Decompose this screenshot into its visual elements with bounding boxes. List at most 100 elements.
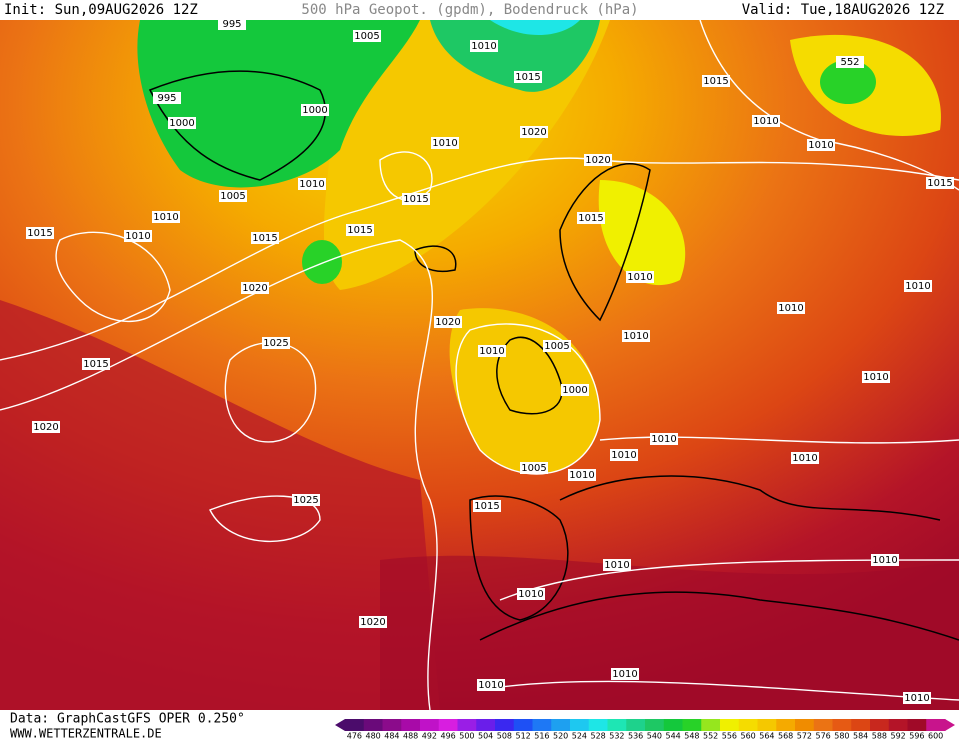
isobar-label: 1010 <box>612 669 637 680</box>
trough <box>430 20 600 92</box>
colorbar-swatch <box>720 719 740 731</box>
isobar-label: 1020 <box>521 127 546 138</box>
label-box <box>153 92 181 104</box>
label-box <box>650 433 678 445</box>
colorbar-swatch <box>776 719 796 731</box>
colorbar-tick-label: 476 <box>347 732 362 741</box>
isobar-label: 1010 <box>125 231 150 242</box>
isobar-label: 1005 <box>220 191 245 202</box>
colorbar-tick-label: 552 <box>703 732 718 741</box>
map-title: 500 hPa Geopot. (gpdm), Bodendruck (hPa) <box>301 2 638 18</box>
coastline <box>414 245 457 272</box>
colorbar-swatch <box>495 719 515 731</box>
isobar-label: 1005 <box>354 31 379 42</box>
isobar-label: 1015 <box>403 194 428 205</box>
label-box <box>777 302 805 314</box>
label-box <box>292 494 320 506</box>
colorbar-swatch <box>457 719 477 731</box>
isobar-label: 1015 <box>927 178 952 189</box>
colorbar-tick-label: 488 <box>403 732 418 741</box>
colorbar-swatch <box>701 719 721 731</box>
isobar-label: 1015 <box>252 233 277 244</box>
colorbar-tick-label: 508 <box>497 732 512 741</box>
label-box <box>903 692 931 704</box>
isobar-label: 995 <box>157 93 176 104</box>
colorbar-tick-label: 528 <box>590 732 605 741</box>
coastline <box>148 70 327 181</box>
data-source: Data: GraphCastGFS OPER 0.250° <box>10 712 245 727</box>
isobar-label: 1010 <box>518 589 543 600</box>
label-box <box>520 462 548 474</box>
isobar-label: 1010 <box>604 560 629 571</box>
colorbar-swatch <box>570 719 590 731</box>
colorbar-tick-label: 512 <box>515 732 530 741</box>
label-box <box>926 177 954 189</box>
isobar-label: 1025 <box>263 338 288 349</box>
label-box <box>152 211 180 223</box>
yellow-area <box>598 180 686 286</box>
label-box <box>561 384 589 396</box>
isobar-label: 1015 <box>474 501 499 512</box>
colorbar-tick-label: 520 <box>553 732 568 741</box>
colorbar-swatch <box>832 719 852 731</box>
colorbar-tick-label: 596 <box>909 732 924 741</box>
colorbar-tick-label: 568 <box>778 732 793 741</box>
colorbar-swatch <box>363 719 383 731</box>
colorbar-tick-label: 544 <box>665 732 680 741</box>
colorbar: 476 480 484 488 492 496 500 504 508 512 516 520 524 5… <box>335 719 955 741</box>
colorbar-tick-label: 556 <box>722 732 737 741</box>
label-box <box>622 330 650 342</box>
label-box <box>603 559 631 571</box>
label-box <box>32 421 60 433</box>
isobar-label: 1000 <box>562 385 587 396</box>
label-box <box>124 230 152 242</box>
label-box <box>611 668 639 680</box>
colorbar-swatch <box>438 719 458 731</box>
isobar-label: 1010 <box>611 450 636 461</box>
isobar-label: 1010 <box>479 346 504 357</box>
isobar-label: 1015 <box>347 225 372 236</box>
website: WWW.WETTERZENTRALE.DE <box>10 727 162 741</box>
isobar-label: 1020 <box>435 317 460 328</box>
colorbar-swatch <box>663 719 683 731</box>
colorbar-swatch <box>795 719 815 731</box>
label-box <box>577 212 605 224</box>
coastline <box>496 336 563 415</box>
colorbar-swatch <box>851 719 871 731</box>
label-box <box>26 227 54 239</box>
label-box <box>478 345 506 357</box>
isobar-labels: 995 1005 1010 995 1000 1000 1015 1015 552 1010 102… <box>26 18 954 704</box>
colorbar-tick-label: 580 <box>834 732 849 741</box>
isobar-label: 1010 <box>569 470 594 481</box>
label-box <box>168 117 196 129</box>
label-box <box>402 193 430 205</box>
colorbar-tick-label: 572 <box>797 732 812 741</box>
label-box <box>626 271 654 283</box>
label-box <box>218 18 246 30</box>
colorbar-tick-label: 592 <box>890 732 905 741</box>
colorbar-swatch <box>813 719 833 731</box>
label-box <box>434 316 462 328</box>
isobar-label: 1010 <box>904 693 929 704</box>
header-bar <box>0 0 959 20</box>
trough <box>137 20 421 188</box>
label-box <box>359 616 387 628</box>
isobar <box>55 231 171 322</box>
isobar <box>479 680 959 701</box>
colorbar-swatch <box>682 719 702 731</box>
isobar <box>599 436 959 444</box>
isobar-label: 995 <box>222 19 241 30</box>
label-box <box>241 282 269 294</box>
label-box <box>807 139 835 151</box>
colorbar-tick-label: 588 <box>872 732 887 741</box>
label-box <box>568 469 596 481</box>
label-box <box>514 71 542 83</box>
isobar <box>379 151 433 201</box>
isobar-label: 1010 <box>905 281 930 292</box>
isobar-label: 1010 <box>623 331 648 342</box>
colorbar-swatch <box>907 719 927 731</box>
colorbar-tick-label: 560 <box>740 732 755 741</box>
colorbar-swatch <box>926 719 946 731</box>
valid-time: Valid: Tue,18AUG2026 12Z <box>742 2 944 18</box>
